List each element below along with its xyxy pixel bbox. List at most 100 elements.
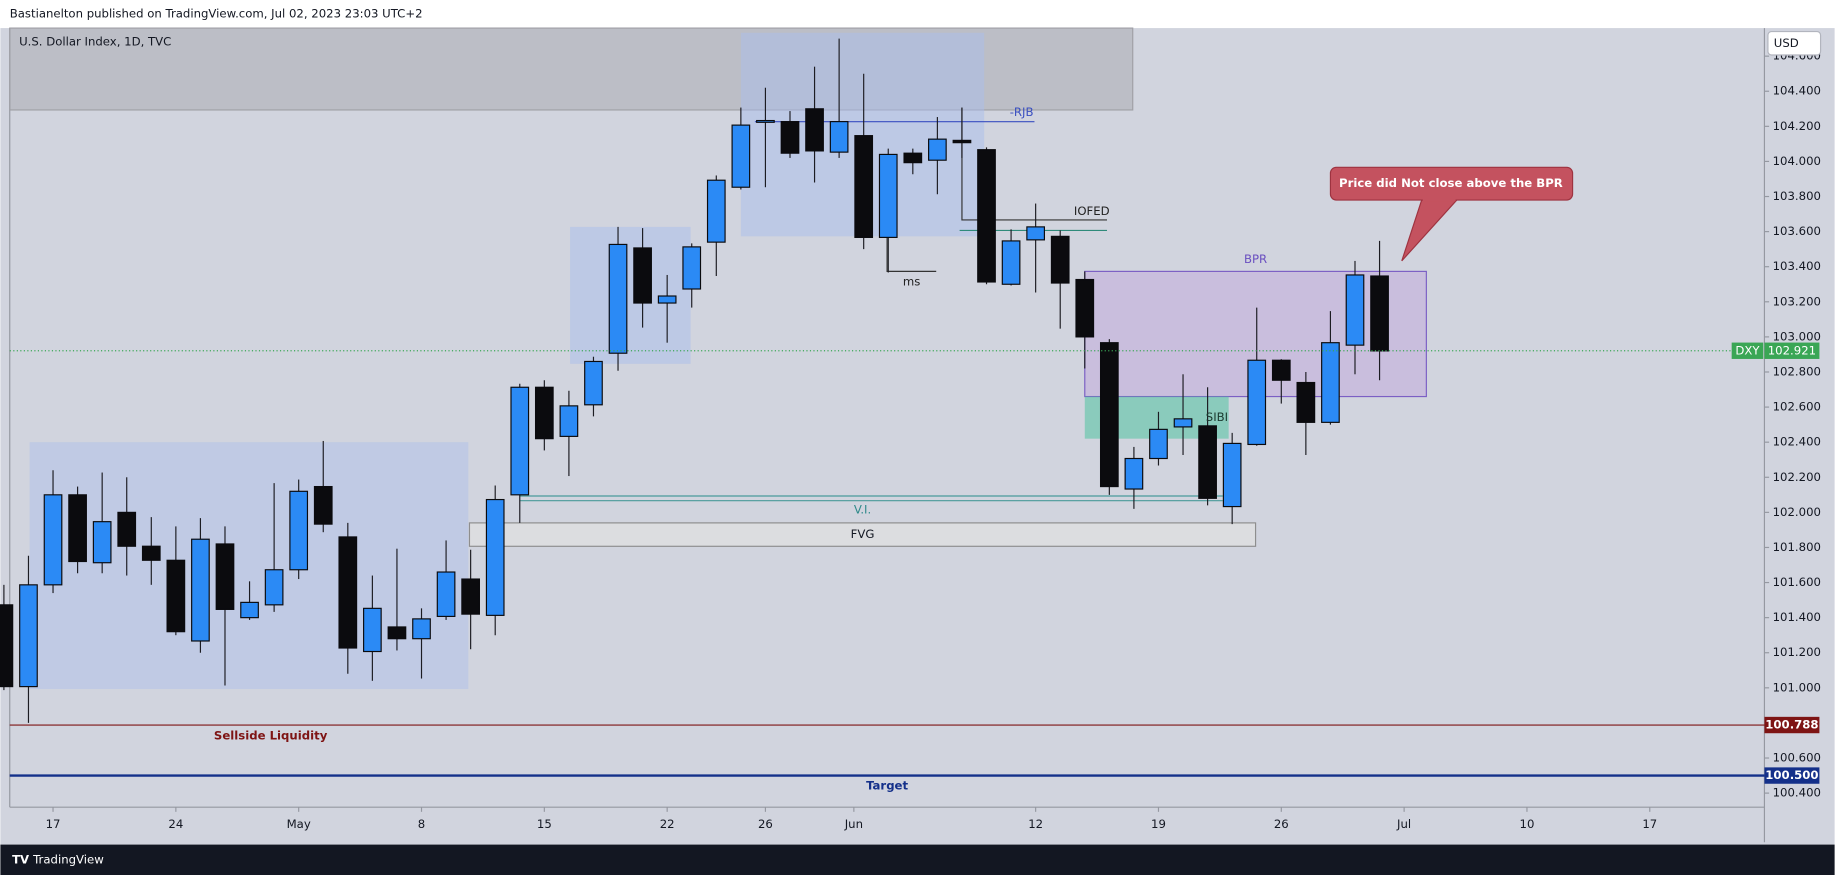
candle-body bbox=[633, 247, 652, 304]
candle-body bbox=[928, 138, 947, 161]
y-tick-label: 102.400 bbox=[1773, 435, 1821, 449]
candle-body bbox=[289, 490, 309, 571]
y-tick-label: 103.200 bbox=[1773, 294, 1821, 308]
header-bar bbox=[0, 0, 1835, 29]
candle-body bbox=[436, 571, 456, 618]
x-tick-label: 12 bbox=[1028, 817, 1043, 831]
candle-body bbox=[485, 498, 505, 616]
candle-body bbox=[141, 545, 161, 561]
candle-body bbox=[731, 124, 751, 188]
candle-body bbox=[1370, 275, 1389, 352]
range-box bbox=[570, 226, 691, 364]
level-tag-label: 100.788 bbox=[1765, 718, 1818, 732]
footer: TradingView bbox=[32, 852, 104, 866]
y-tick-label: 103.600 bbox=[1773, 224, 1821, 238]
candle-body bbox=[1050, 235, 1070, 284]
candle-body bbox=[510, 386, 530, 496]
y-tick-label: 101.200 bbox=[1773, 645, 1821, 659]
candle-body bbox=[1075, 278, 1095, 338]
candle-body bbox=[805, 108, 824, 152]
candle-body bbox=[387, 626, 407, 640]
y-tick-label: 103.800 bbox=[1773, 189, 1821, 203]
candle-body bbox=[756, 119, 775, 123]
candle-body bbox=[1296, 381, 1316, 423]
y-tick-label: 104.200 bbox=[1773, 119, 1821, 133]
y-tick-label: 102.600 bbox=[1773, 400, 1821, 414]
x-tick-label: Jul bbox=[1396, 817, 1411, 831]
level-tag bbox=[1764, 767, 1820, 784]
y-tick-label: 102.800 bbox=[1773, 364, 1821, 378]
axes: 100.400 100.600 101.000 101.200 101.400 101.6… bbox=[46, 49, 1821, 832]
candle-body bbox=[903, 152, 923, 164]
candle-body bbox=[559, 405, 579, 437]
candle-body bbox=[215, 543, 235, 610]
candle-body bbox=[240, 601, 259, 619]
candle-body bbox=[68, 494, 87, 563]
candle-body bbox=[191, 538, 210, 642]
level-name: Sellside Liquidity bbox=[214, 728, 328, 742]
candle-body bbox=[1173, 418, 1193, 428]
x-tick-label: 24 bbox=[168, 817, 183, 831]
level-name: Target bbox=[866, 779, 908, 793]
y-tick-label: 103.400 bbox=[1773, 259, 1821, 273]
candle-body bbox=[1198, 425, 1217, 499]
x-tick-label: 22 bbox=[660, 817, 675, 831]
candle-body bbox=[657, 295, 677, 304]
candle-body bbox=[1222, 442, 1242, 508]
candle-body bbox=[412, 618, 431, 640]
candle-body bbox=[1321, 342, 1340, 423]
x-tick-label: 19 bbox=[1151, 817, 1166, 831]
price-tags: 100.788 100.500 DXY 102.921 USD bbox=[1731, 30, 1822, 784]
candles bbox=[0, 38, 1765, 777]
x-tick-label: 10 bbox=[1520, 817, 1535, 831]
bpr-label: BPR bbox=[1244, 252, 1267, 266]
y-tick-label: 102.200 bbox=[1773, 470, 1821, 484]
candle-body bbox=[584, 360, 603, 406]
candle-body bbox=[608, 243, 628, 354]
candle-body bbox=[878, 153, 898, 238]
y-tick-label: 103.000 bbox=[1773, 329, 1821, 343]
candle-body bbox=[92, 521, 112, 564]
symbol-tag-label: DXY bbox=[1735, 343, 1760, 357]
y-tick-label: 102.000 bbox=[1773, 505, 1821, 519]
iofed-label: IOFED bbox=[1074, 204, 1110, 218]
candle-body bbox=[117, 511, 137, 547]
x-tick-label: May bbox=[287, 817, 311, 831]
candle-body bbox=[461, 578, 481, 615]
currency-box bbox=[1767, 30, 1822, 56]
candle-body bbox=[1247, 359, 1267, 446]
y-tick-label: 100.600 bbox=[1773, 751, 1821, 765]
candle-body bbox=[1149, 428, 1168, 460]
candle-body bbox=[264, 569, 284, 606]
last-price-label: 102.921 bbox=[1768, 343, 1816, 357]
candle-body bbox=[313, 485, 333, 525]
candle-body bbox=[854, 135, 874, 238]
candle-body bbox=[1001, 240, 1021, 285]
candle-body bbox=[1099, 342, 1119, 488]
header: Bastianelton published on TradingView.co… bbox=[10, 7, 423, 21]
candle-body bbox=[1271, 359, 1291, 381]
callout-text: Price did Not close above the BPR bbox=[1339, 176, 1563, 190]
last-price-tag bbox=[1764, 342, 1820, 359]
rjb-label: -RJB bbox=[1010, 105, 1034, 119]
candle-body bbox=[0, 604, 14, 688]
symbol-tag bbox=[1731, 342, 1764, 359]
y-tick-label: 101.000 bbox=[1773, 680, 1821, 694]
candle-body bbox=[682, 246, 702, 290]
candle-body bbox=[952, 139, 972, 144]
overlay: -RJB IOFED ms BPR SIBI V.I. FVG Sellside… bbox=[19, 35, 1574, 793]
symbol-title: U.S. Dollar Index, 1D, TVC bbox=[19, 35, 171, 49]
vi-label: V.I. bbox=[854, 503, 871, 517]
fvg-box bbox=[468, 522, 1257, 547]
level-tag bbox=[1764, 716, 1820, 734]
x-tick-label: 15 bbox=[537, 817, 552, 831]
y-tick-label: 100.400 bbox=[1773, 786, 1821, 800]
candle-body bbox=[338, 536, 358, 649]
range-box bbox=[29, 442, 469, 690]
candle-body bbox=[706, 179, 726, 243]
candle-body bbox=[780, 121, 800, 154]
sibi-label: SIBI bbox=[1206, 410, 1228, 424]
candle-body bbox=[1124, 457, 1144, 490]
candle-body bbox=[19, 584, 38, 688]
